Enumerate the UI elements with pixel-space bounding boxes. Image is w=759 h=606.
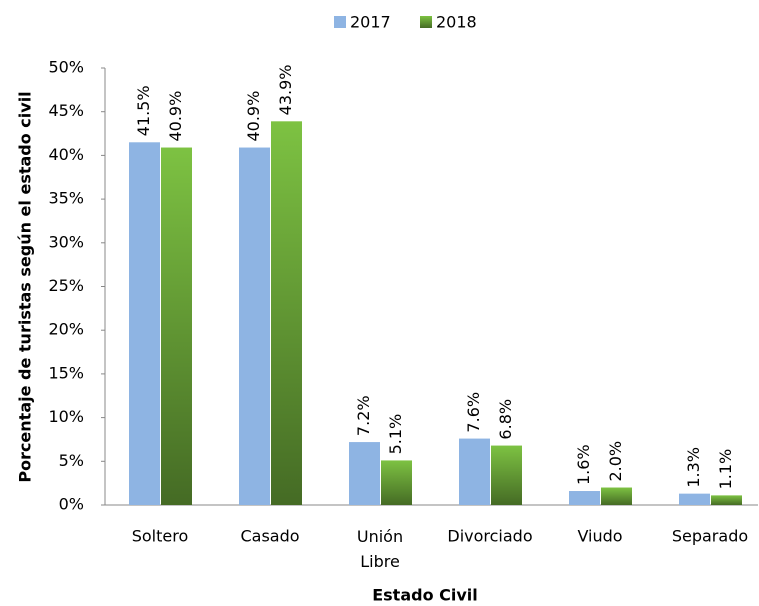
bar-shade — [491, 445, 522, 505]
legend-swatch — [334, 16, 346, 28]
x-tick-label: Viudo — [577, 527, 622, 546]
y-tick-label: 0% — [59, 495, 84, 514]
x-tick-label: Divorciado — [447, 527, 532, 546]
bar-group — [161, 147, 192, 505]
y-tick-label: 30% — [48, 232, 84, 251]
x-tick-label: Casado — [240, 527, 299, 546]
data-label: 1.1% — [716, 449, 735, 490]
data-label: 40.9% — [166, 91, 185, 142]
y-tick-label: 50% — [48, 58, 84, 77]
bar-group — [271, 121, 302, 506]
bar-shade — [601, 487, 632, 505]
legend-label: 2018 — [436, 13, 477, 32]
y-tick-label: 35% — [48, 189, 84, 208]
data-label: 7.2% — [354, 395, 373, 436]
y-tick-label: 20% — [48, 320, 84, 339]
bar-group — [679, 493, 710, 505]
legend-label: 2017 — [350, 13, 391, 32]
x-axis-label: Estado Civil — [372, 586, 478, 605]
bar — [129, 142, 160, 506]
y-tick-label: 10% — [48, 407, 84, 426]
bar-group — [711, 495, 742, 505]
bar — [459, 438, 490, 505]
bar-shade — [381, 460, 412, 505]
bar — [679, 493, 710, 505]
bar — [239, 147, 270, 505]
bar-group — [569, 491, 600, 505]
x-tick-label: Soltero — [132, 527, 189, 546]
bar-group — [381, 460, 412, 505]
y-axis-label: Porcentaje de turistas según el estado c… — [16, 91, 35, 482]
legend-swatch-shade — [420, 16, 432, 28]
y-tick-label: 5% — [59, 451, 84, 470]
y-tick-label: 45% — [48, 101, 84, 120]
data-label: 41.5% — [134, 85, 153, 136]
bar-group — [349, 442, 380, 505]
data-label: 5.1% — [386, 414, 405, 455]
bar-shade — [271, 121, 302, 506]
y-tick-label: 15% — [48, 363, 84, 382]
bar-group — [459, 438, 490, 505]
data-label: 40.9% — [244, 91, 263, 142]
data-label: 1.6% — [574, 444, 593, 485]
x-tick-label: Unión Libre — [357, 527, 403, 571]
data-label: 43.9% — [276, 64, 295, 115]
bar-group — [491, 445, 522, 505]
data-label: 7.6% — [464, 392, 483, 433]
bar — [349, 442, 380, 505]
bar-group — [239, 147, 270, 505]
bar-group — [129, 142, 160, 506]
x-tick-label: Separado — [672, 527, 748, 546]
y-tick-label: 40% — [48, 145, 84, 164]
bar-shade — [711, 495, 742, 505]
y-tick-label: 25% — [48, 276, 84, 295]
bar-shade — [161, 147, 192, 505]
bar — [569, 491, 600, 505]
data-label: 1.3% — [684, 447, 703, 488]
data-label: 6.8% — [496, 399, 515, 440]
data-label: 2.0% — [606, 441, 625, 482]
bar-group — [601, 487, 632, 505]
